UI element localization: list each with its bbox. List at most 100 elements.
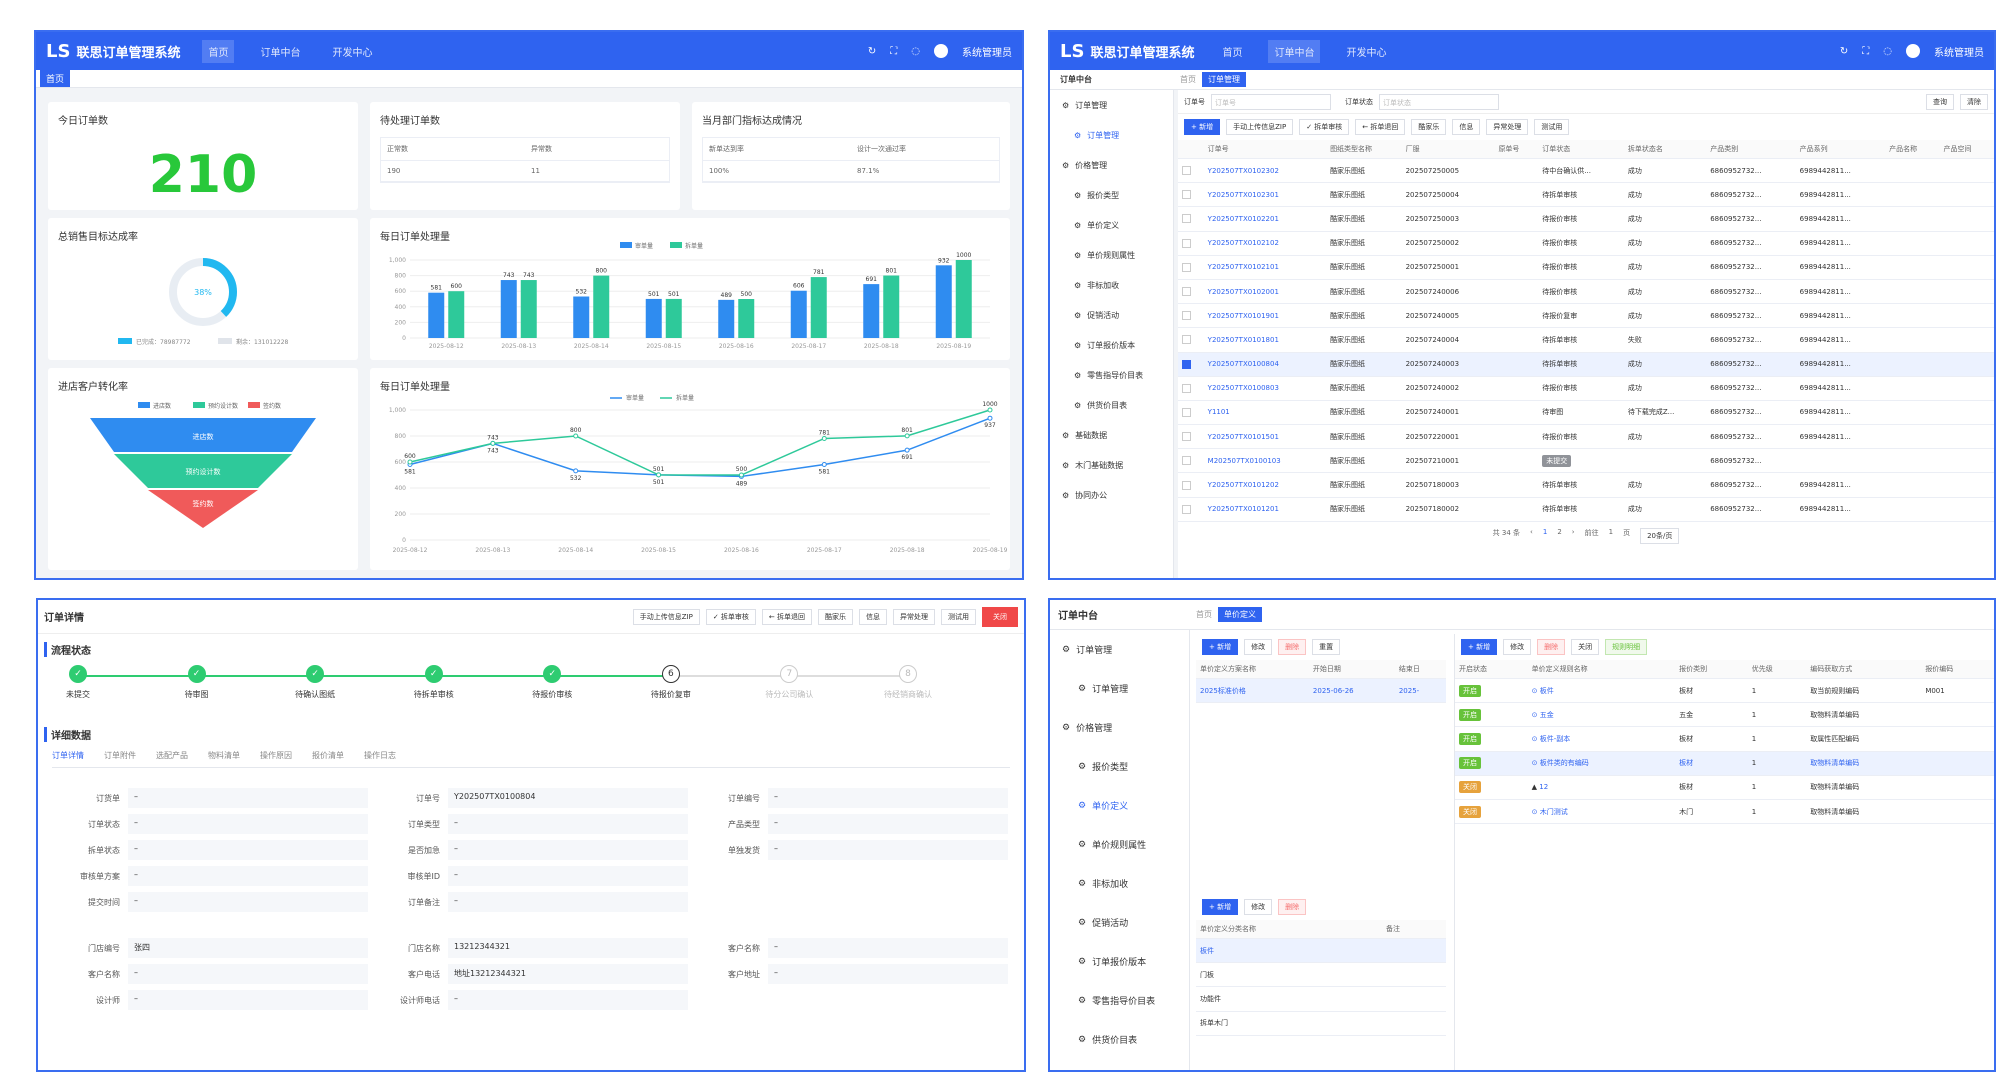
status-toggle[interactable]: 开启 bbox=[1459, 757, 1481, 770]
table-row[interactable]: Y202507TX0101202 酷家乐图纸 202507180003 待拆单审核 成功… bbox=[1178, 472, 1994, 498]
row-checkbox[interactable] bbox=[1182, 383, 1191, 393]
query-button[interactable]: 查询 bbox=[1926, 93, 1954, 110]
status-toggle[interactable]: 关闭 bbox=[1459, 781, 1481, 794]
row-checkbox[interactable] bbox=[1182, 480, 1191, 490]
toolbar-button[interactable]: 手动上传信息ZIP bbox=[632, 608, 700, 625]
toolbar-button[interactable]: + 新增 bbox=[1184, 119, 1221, 135]
page-2[interactable]: 2 bbox=[1557, 527, 1562, 536]
status-toggle[interactable]: 关闭 bbox=[1459, 805, 1481, 818]
sidebar-item[interactable]: ⚙ 价格管理 bbox=[1050, 708, 1189, 747]
row-checkbox[interactable] bbox=[1182, 359, 1191, 369]
rule-name[interactable]: 五金 bbox=[1539, 710, 1554, 719]
row-checkbox-cell[interactable] bbox=[1178, 279, 1204, 305]
table-row[interactable]: Y202507TX0100803 酷家乐图纸 202507240002 待报价审核 成功… bbox=[1178, 376, 1994, 401]
nav-order-center[interactable]: 订单中台 bbox=[1268, 39, 1321, 63]
row-checkbox[interactable] bbox=[1182, 335, 1191, 345]
row-checkbox-cell[interactable] bbox=[1178, 327, 1204, 353]
toolbar-button[interactable]: ← 拆单退回 bbox=[761, 608, 812, 625]
fullscreen-icon[interactable]: ⛶ bbox=[1862, 45, 1870, 57]
refresh-icon[interactable]: ↻ bbox=[1839, 45, 1849, 57]
sidebar-item[interactable]: ⚙ 订单管理 bbox=[1050, 669, 1189, 708]
sidebar-item[interactable]: ⚙ 订单管理 bbox=[1050, 90, 1173, 120]
row-checkbox-cell[interactable] bbox=[1178, 472, 1204, 498]
sidebar-item[interactable]: ⚙ 报价类型 bbox=[1050, 180, 1173, 210]
table-row[interactable]: 开启 ⊙ 板件 板材 1 取当前规则编码 M001 bbox=[1455, 678, 1994, 704]
user-name[interactable]: 系统管理员 bbox=[962, 47, 1012, 59]
rule-name[interactable]: 板件类的有编码 bbox=[1539, 759, 1589, 768]
goto-input[interactable]: 1 bbox=[1608, 527, 1614, 536]
message-icon[interactable]: ◌ bbox=[911, 45, 920, 57]
close-button[interactable]: 关闭 bbox=[982, 606, 1018, 627]
table-row[interactable]: 2025标准价格 2025-06-26 2025- bbox=[1196, 678, 1446, 704]
table-row[interactable]: Y202507TX0102201 酷家乐图纸 202507250003 待报价审核 成功… bbox=[1178, 206, 1994, 232]
row-checkbox-cell[interactable] bbox=[1178, 206, 1204, 232]
row-checkbox[interactable] bbox=[1182, 407, 1191, 417]
table-row[interactable]: 关闭 ▲ 12 板材 1 取物料清单编码 bbox=[1455, 775, 1994, 800]
toolbar-button[interactable]: + 新增 bbox=[1202, 639, 1239, 655]
status-toggle[interactable]: 开启 bbox=[1459, 732, 1481, 745]
nav-dev-center[interactable]: 开发中心 bbox=[332, 47, 373, 59]
row-checkbox-cell[interactable] bbox=[1178, 376, 1204, 401]
toolbar-button[interactable]: 酷家乐 bbox=[1411, 119, 1447, 135]
table-cell[interactable]: M202507TX0100103 bbox=[1203, 448, 1327, 474]
table-row[interactable]: Y202507TX0102001 酷家乐图纸 202507240006 待报价审核 成功… bbox=[1178, 279, 1994, 305]
table-row[interactable]: 开启 ⊙ 板件-副本 板材 1 取属性匹配编码 bbox=[1455, 726, 1994, 752]
toolbar-button[interactable]: 信息 bbox=[859, 608, 887, 625]
toolbar-button[interactable]: 删除 bbox=[1278, 639, 1307, 655]
table-row[interactable]: Y202507TX0101201 酷家乐图纸 202507180002 待拆单审核 成功… bbox=[1178, 497, 1994, 522]
detail-tab[interactable]: 订单详情 bbox=[52, 751, 84, 760]
sidebar-item[interactable]: ⚙ 供货价目表 bbox=[1050, 390, 1173, 420]
toolbar-button[interactable]: 测试用 bbox=[941, 608, 976, 625]
sidebar-item[interactable]: ⚙ 供货价目表 bbox=[1050, 1020, 1189, 1059]
toolbar-button[interactable]: + 新增 bbox=[1202, 899, 1239, 915]
row-checkbox[interactable] bbox=[1182, 311, 1191, 321]
tab-home[interactable]: 首页 bbox=[1180, 75, 1196, 84]
table-row[interactable]: Y202507TX0101501 酷家乐图纸 202507220001 待报价审核 成功… bbox=[1178, 424, 1994, 450]
sidebar-item[interactable]: ⚙ 零售指导价目表 bbox=[1050, 360, 1173, 390]
toolbar-button[interactable]: ✓ 拆单审核 bbox=[1299, 119, 1350, 135]
sidebar-item[interactable]: ⚙ 订单管理 bbox=[1050, 120, 1173, 150]
next-page-icon[interactable]: › bbox=[1571, 527, 1575, 536]
table-cell[interactable]: ⊙ 板件-副本 bbox=[1527, 726, 1659, 752]
table-cell[interactable]: Y1101 bbox=[1203, 400, 1327, 426]
table-row[interactable]: Y202507TX0100804 酷家乐图纸 202507240003 待拆单审核 成功… bbox=[1178, 352, 1994, 377]
sidebar-item[interactable]: ⚙ 促销活动 bbox=[1050, 903, 1189, 942]
toolbar-button[interactable]: ✓ 拆单审核 bbox=[705, 608, 756, 625]
table-row[interactable]: Y202507TX0102301 酷家乐图纸 202507250004 待拆单审核 成功… bbox=[1178, 182, 1994, 208]
prev-page-icon[interactable]: ‹ bbox=[1530, 527, 1533, 536]
toolbar-button[interactable]: 删除 bbox=[1537, 639, 1566, 655]
table-cell[interactable]: Y202507TX0101501 bbox=[1203, 424, 1327, 450]
rule-name[interactable]: 板件-副本 bbox=[1539, 734, 1571, 743]
detail-tab[interactable]: 操作日志 bbox=[364, 751, 396, 760]
reset-button[interactable]: 清除 bbox=[1960, 93, 1988, 110]
row-checkbox[interactable] bbox=[1182, 432, 1191, 442]
toolbar-button[interactable]: 修改 bbox=[1503, 639, 1532, 655]
sidebar-item[interactable]: ⚙ 订单报价版本 bbox=[1050, 330, 1173, 360]
toolbar-button[interactable]: 修改 bbox=[1244, 639, 1273, 655]
table-row[interactable]: Y202507TX0102101 酷家乐图纸 202507250001 待报价审核 成功… bbox=[1178, 255, 1994, 280]
row-checkbox-cell[interactable] bbox=[1178, 231, 1204, 256]
table-cell[interactable]: ⊙ 板件类的有编码 bbox=[1527, 751, 1659, 776]
tab-price-def[interactable]: 单价定义 bbox=[1218, 607, 1262, 622]
detail-tab[interactable]: 选配产品 bbox=[156, 751, 188, 760]
sidebar-item[interactable]: ⚙ 单价规则属性 bbox=[1050, 825, 1189, 864]
table-cell[interactable]: Y202507TX0101801 bbox=[1203, 327, 1327, 353]
table-row[interactable]: 门板 bbox=[1196, 962, 1446, 988]
user-name[interactable]: 系统管理员 bbox=[1934, 47, 1984, 59]
table-cell[interactable]: Y202507TX0102201 bbox=[1203, 206, 1327, 232]
sidebar-item[interactable]: ⚙ 协同办公 bbox=[1050, 480, 1173, 510]
row-checkbox-cell[interactable] bbox=[1178, 497, 1204, 522]
table-cell[interactable]: Y202507TX0102001 bbox=[1203, 279, 1327, 305]
tab-home[interactable]: 首页 bbox=[1196, 610, 1212, 619]
sidebar-item[interactable]: ⚙ 非标加收 bbox=[1050, 864, 1189, 903]
avatar[interactable] bbox=[934, 44, 948, 58]
row-checkbox-cell[interactable] bbox=[1178, 448, 1204, 474]
row-checkbox-cell[interactable] bbox=[1178, 352, 1204, 377]
status-toggle[interactable]: 开启 bbox=[1459, 708, 1481, 721]
row-checkbox-cell[interactable] bbox=[1178, 424, 1204, 450]
table-cell[interactable]: Y202507TX0102102 bbox=[1203, 231, 1327, 256]
table-row[interactable]: 关闭 ⊙ 木门测试 木门 1 取物料清单编码 bbox=[1455, 799, 1994, 825]
row-checkbox[interactable] bbox=[1182, 166, 1191, 176]
row-checkbox[interactable] bbox=[1182, 262, 1191, 272]
sidebar-item[interactable]: ⚙ 非标加收 bbox=[1050, 270, 1173, 300]
